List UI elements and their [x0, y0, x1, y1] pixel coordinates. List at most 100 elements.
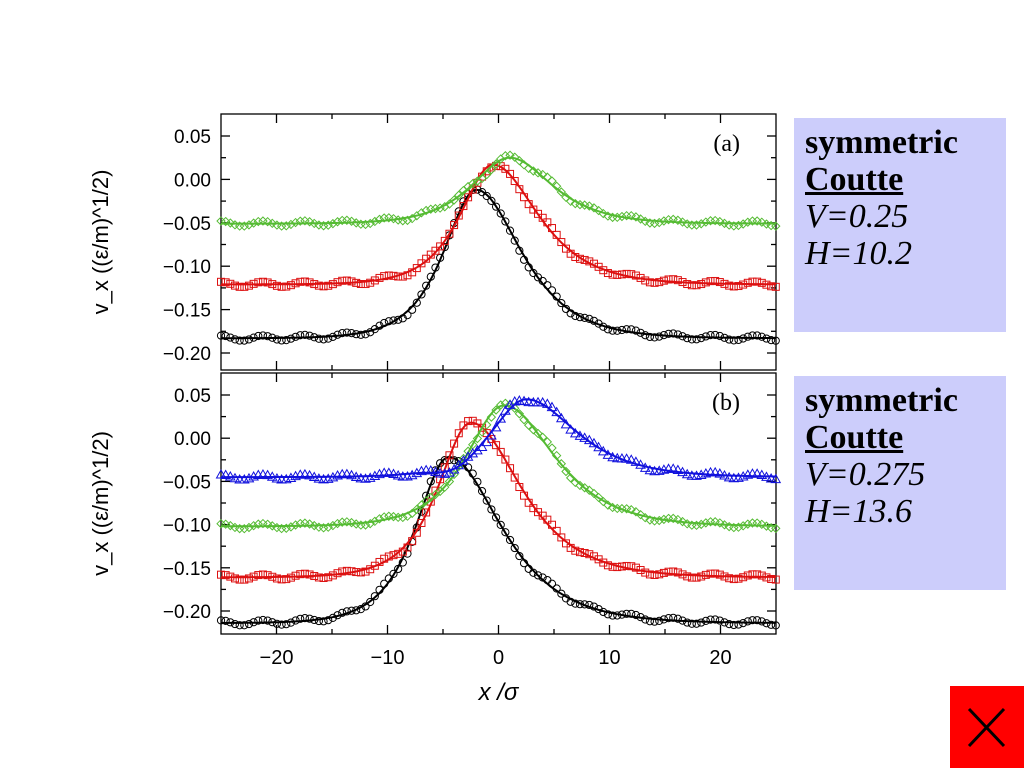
data-point-black — [277, 336, 286, 345]
data-point-black — [692, 335, 701, 344]
data-point-green — [673, 215, 683, 225]
data-point-black — [613, 611, 622, 620]
data-point-red — [734, 574, 743, 583]
data-point-black — [473, 477, 482, 486]
data-point-red — [631, 563, 640, 572]
data-point-red — [715, 278, 724, 287]
data-point-red — [501, 455, 510, 464]
data-point-black — [394, 564, 403, 574]
parameter-box-a: symmetric Coutte V=0.25 H=10.2 — [794, 118, 1006, 332]
data-point-black — [505, 535, 515, 545]
data-point-black — [557, 589, 566, 598]
parameter-box-b: symmetric Coutte V=0.275 H=13.6 — [794, 376, 1006, 590]
data-point-green — [281, 523, 291, 533]
chart-panel-a: 0.05 0.00 −0.05 −0.10 −0.15 −0.20 v_x ((ε/m)^1… — [88, 113, 781, 371]
data-point-red — [552, 230, 561, 239]
data-point-black — [422, 491, 431, 500]
data-point-black — [701, 332, 710, 341]
data-point-black — [314, 334, 324, 343]
data-point-blue — [756, 469, 768, 479]
data-point-black — [720, 618, 729, 627]
flow-name-label: Coutte — [805, 161, 904, 198]
data-point-black — [361, 330, 370, 339]
data-point-green — [729, 522, 739, 533]
data-point-black — [585, 600, 594, 610]
data-point-blue — [313, 473, 325, 483]
data-point-black — [324, 334, 333, 343]
data-point-black — [216, 331, 226, 340]
data-point-blue — [541, 398, 553, 408]
data-point-red — [352, 278, 361, 287]
close-x-icon — [967, 707, 1006, 748]
data-point-black — [477, 487, 487, 496]
data-point-green — [505, 150, 515, 160]
data-point-black — [487, 505, 496, 514]
data-point-black — [296, 614, 305, 623]
data-point-red — [235, 282, 244, 291]
data-point-green — [687, 220, 697, 230]
data-point-green — [332, 217, 343, 227]
data-point-green — [733, 522, 744, 532]
data-point-red — [333, 569, 342, 578]
data-point-red — [319, 573, 328, 582]
data-point-black — [356, 330, 365, 339]
data-point-blue — [299, 468, 311, 479]
data-point-green — [761, 521, 772, 531]
data-point-red — [706, 277, 715, 286]
data-point-black — [389, 569, 398, 578]
data-point-black — [254, 616, 263, 625]
close-button[interactable] — [950, 686, 1024, 768]
data-point-green — [486, 412, 497, 422]
data-point-black — [575, 600, 585, 609]
data-point-red — [720, 572, 729, 581]
data-point-green — [705, 216, 716, 226]
data-point-green — [547, 443, 557, 453]
data-point-green — [374, 514, 385, 524]
data-point-blue — [266, 471, 278, 481]
data-point-green — [416, 208, 427, 218]
data-point-black — [664, 329, 673, 338]
data-point-red — [338, 567, 347, 576]
data-point-green — [491, 405, 501, 415]
data-point-blue — [467, 447, 479, 458]
data-point-black — [715, 616, 724, 625]
data-point-red — [296, 570, 305, 579]
data-point-blue — [304, 469, 315, 480]
data-point-black — [468, 469, 477, 478]
data-point-green — [682, 519, 692, 529]
data-point-green — [486, 164, 497, 175]
y-tick-label: −0.15 — [163, 301, 211, 322]
data-point-green — [295, 518, 305, 529]
data-point-red — [310, 572, 319, 581]
data-point-red — [468, 416, 477, 425]
data-point-black — [226, 333, 235, 342]
data-point-black — [641, 615, 650, 624]
data-point-red — [496, 447, 505, 456]
data-point-green — [715, 518, 725, 528]
data-point-black — [767, 620, 776, 629]
data-point-red — [711, 569, 720, 578]
y-tick-label: −0.05 — [163, 472, 211, 493]
data-point-black — [422, 281, 431, 290]
data-point-red — [254, 571, 263, 580]
data-point-black — [240, 336, 249, 345]
data-point-red — [715, 570, 724, 579]
data-point-red — [314, 281, 323, 290]
data-point-blue — [322, 473, 334, 483]
data-point-green — [496, 400, 506, 410]
data-point-black — [636, 613, 645, 622]
data-point-black — [482, 191, 491, 201]
data-point-red — [762, 573, 771, 582]
data-point-blue — [635, 459, 646, 469]
data-point-green — [523, 420, 534, 430]
data-point-red — [753, 570, 762, 579]
chart-figure: 0.05 0.00 −0.05 −0.10 −0.15 −0.20 v_x ((ε/m)^1… — [88, 113, 782, 706]
data-point-black — [380, 579, 389, 588]
data-point-blue — [639, 462, 651, 472]
data-point-blue — [672, 464, 684, 475]
data-point-red — [230, 281, 239, 290]
data-point-red — [235, 575, 244, 584]
data-point-black — [403, 310, 412, 320]
data-point-red — [291, 279, 300, 288]
data-point-black — [729, 620, 738, 630]
